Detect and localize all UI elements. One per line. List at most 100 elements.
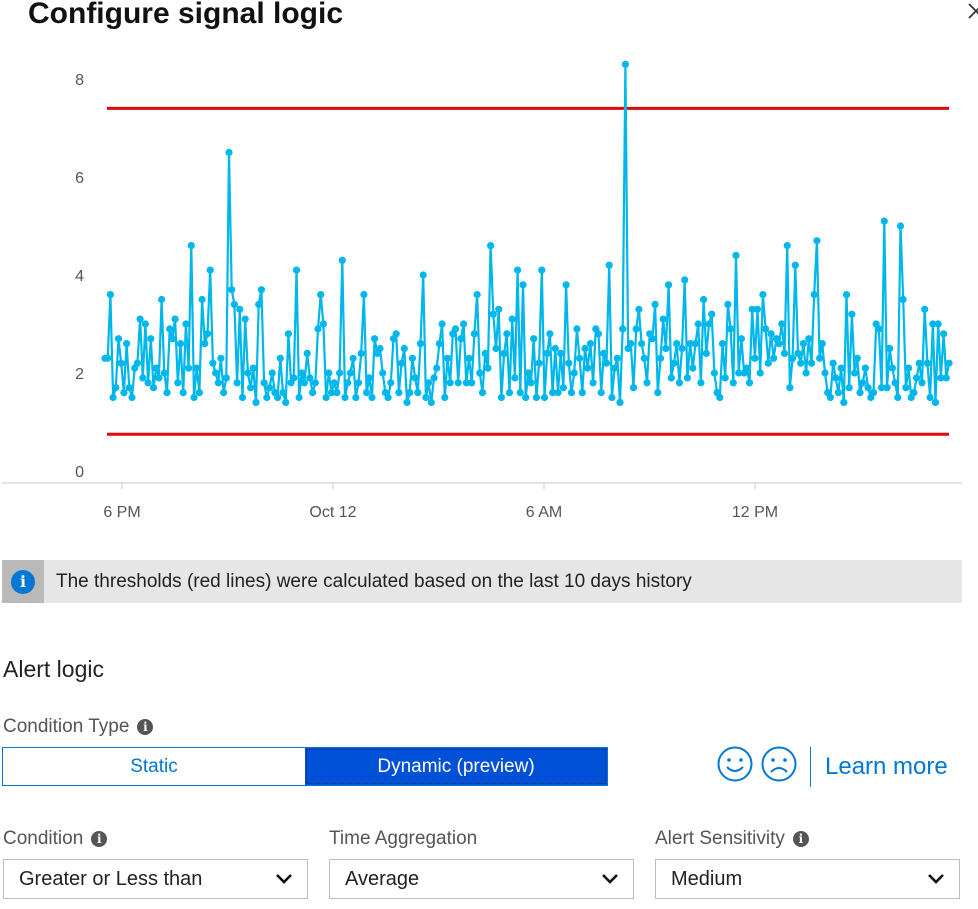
close-icon[interactable] [964,0,978,22]
data-point [837,364,845,372]
data-point [848,310,856,318]
static-option[interactable]: Static [3,748,305,785]
data-point [327,389,336,397]
data-point [330,379,338,387]
data-point [217,354,225,362]
data-point [473,291,481,299]
condition-label: Condition i [3,828,108,850]
y-tick-label: 6 [75,170,84,187]
data-point [338,256,346,264]
data-point [921,305,929,313]
data-point [602,359,611,367]
data-point [298,369,306,377]
data-point [255,300,263,308]
data-point [282,398,290,406]
data-point [349,354,357,362]
alert-sensitivity-info-icon[interactable]: i [792,831,809,847]
data-point [193,364,201,372]
data-point [821,369,829,377]
data-point [419,271,427,279]
data-point [484,364,492,372]
data-point [886,344,894,353]
data-point [249,364,257,372]
data-point [112,384,120,392]
data-point [454,379,462,387]
data-point [923,359,932,367]
data-point [503,330,511,338]
data-point [926,393,934,402]
data-point [125,384,133,392]
data-point [799,340,808,348]
data-point [433,364,441,372]
data-point [314,325,322,333]
data-point [201,340,209,348]
data-point [508,315,516,323]
data-point [813,237,821,245]
data-point [632,325,640,333]
data-point [845,384,853,392]
data-point [689,364,697,372]
time-aggregation-value: Average [345,867,420,890]
data-point [627,340,635,348]
data-point [621,60,630,68]
learn-more-link[interactable]: Learn more [825,752,948,780]
data-point [233,379,241,387]
condition-info-icon[interactable]: i [91,831,108,847]
smile-icon[interactable] [716,745,754,788]
data-point [902,384,910,392]
data-point [139,374,147,382]
data-point [735,369,743,377]
alert-sensitivity-label: Alert Sensitivity i [655,828,809,850]
data-point [665,281,673,289]
data-point [573,325,581,333]
data-point [840,398,848,406]
data-point [336,369,344,377]
data-point [535,359,543,367]
page-title: Configure signal logic [28,0,344,30]
data-point [128,393,136,402]
data-point [869,389,878,397]
data-point [945,359,953,367]
data-point [686,340,694,348]
dynamic-option[interactable]: Dynamic (preview) [305,748,607,785]
condition-dropdown[interactable]: Greater or Less than [3,859,308,899]
condition-type-info-icon[interactable]: i [137,719,154,735]
data-point [751,354,759,362]
data-point [468,379,476,387]
data-point [457,335,465,343]
time-aggregation-dropdown[interactable]: Average [329,859,634,899]
data-point [222,374,230,382]
data-point [565,359,573,367]
data-point [853,354,861,362]
condition-label-text: Condition [3,828,84,849]
data-point [629,384,638,392]
data-point [891,379,899,387]
alert-sensitivity-dropdown[interactable]: Medium [655,859,960,899]
feedback-area: Learn more [716,745,948,788]
data-point [174,379,182,387]
data-point [187,242,195,250]
chevron-down-icon [601,868,619,891]
data-point [651,300,659,308]
data-point [144,379,152,387]
data-point [875,325,883,333]
data-point [842,291,851,299]
data-point [778,320,786,328]
data-point [576,354,584,362]
data-point [300,379,309,387]
data-point [931,398,940,406]
data-point [915,359,923,367]
data-point [414,389,422,397]
data-point [398,359,406,367]
data-point [411,374,419,382]
condition-value: Greater or Less than [19,867,203,890]
data-point [238,393,247,402]
data-point [363,389,371,397]
data-point [265,384,274,392]
data-point [942,374,950,382]
data-point [182,320,190,328]
alert-sensitivity-value: Medium [671,867,743,890]
data-point [708,310,716,318]
data-point [578,389,586,397]
frown-icon[interactable] [760,745,798,788]
